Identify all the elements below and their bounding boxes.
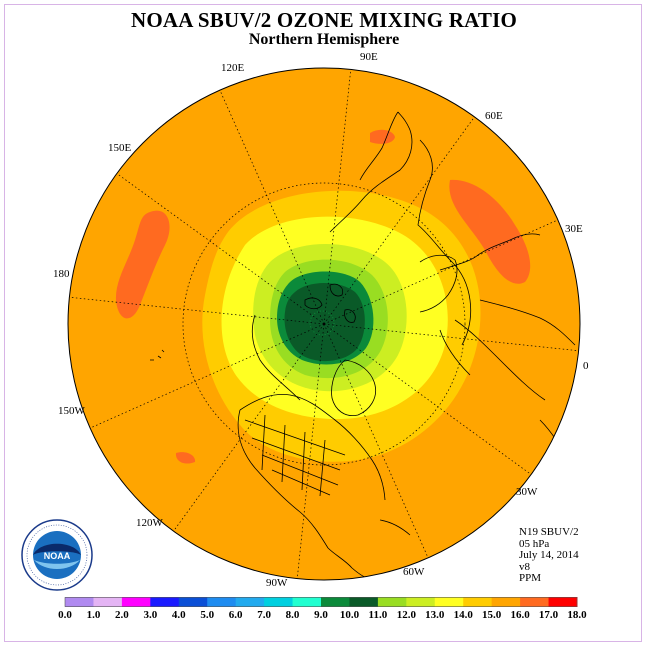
colorbar-segment: [121, 597, 151, 607]
colorbar-segment: [377, 597, 407, 607]
colorbar-tick-label: 8.0: [285, 609, 300, 621]
latitude-circle-45: [182, 182, 466, 466]
figure-frame: [4, 4, 642, 642]
colorbar-tick-label: 1.0: [86, 609, 101, 621]
colorbar-tick-label: 0.0: [58, 609, 72, 621]
colorbar-tick-label: 13.0: [425, 609, 445, 621]
colorbar: [64, 597, 578, 607]
meridian-line: [116, 173, 325, 325]
colorbar-segment: [406, 597, 436, 607]
colorbar-segment: [292, 597, 322, 607]
logo-wordmark: NOAA: [44, 551, 71, 561]
noaa-logo: NOAA: [21, 519, 93, 591]
meridian-line: [323, 219, 559, 325]
colorbar-tick-label: 18.0: [567, 609, 587, 621]
info-version: v8: [519, 560, 530, 573]
meridian-line: [69, 296, 325, 325]
colorbar-segment: [178, 597, 208, 607]
colorbar-tick-label: 2.0: [115, 609, 129, 621]
colorbar-segment: [349, 597, 379, 607]
lon-label-150w: 150W: [58, 405, 85, 417]
colorbar-tick-label: 10.0: [339, 609, 360, 621]
colorbar-tick-label: 16.0: [510, 609, 530, 621]
lon-label-30w: 30W: [516, 486, 538, 498]
lon-label-90w: 90W: [266, 577, 288, 589]
meridian-line: [173, 323, 325, 532]
lon-label-30e: 30E: [565, 223, 583, 235]
field-level-15-europe: [449, 179, 531, 284]
colorbar-frame: [64, 597, 578, 607]
colorbar-tick-label: 6.0: [228, 609, 243, 621]
meridian-line: [323, 323, 429, 559]
colorbar-segment: [321, 597, 350, 607]
meridian-line: [323, 116, 475, 325]
colorbar-segment: [434, 597, 464, 607]
meridian-line: [323, 323, 579, 352]
colorbar-segment: [491, 597, 521, 607]
map-subtitle: Northern Hemisphere: [248, 31, 400, 48]
colorbar-tick-label: 15.0: [482, 609, 502, 621]
lon-label-60e: 60E: [485, 110, 503, 122]
meridian-line: [323, 69, 352, 325]
meridian-line: [219, 89, 325, 325]
info-satellite: N19 SBUV/2: [519, 526, 579, 538]
graticule: [182, 182, 466, 466]
colorbar-tick-label: 12.0: [396, 609, 416, 621]
colorbar-segment: [65, 597, 94, 607]
lon-label-0: 0: [583, 360, 589, 372]
info-block: N19 SBUV/2 05 hPa July 14, 2014 v8 PPM: [519, 526, 579, 585]
colorbar-segment: [463, 597, 493, 607]
info-date: July 14, 2014: [519, 549, 579, 561]
colorbar-segment: [207, 597, 237, 607]
info-units: PPM: [519, 572, 542, 584]
field-level-15-pacific: [115, 210, 170, 319]
colorbar-tick-label: 14.0: [453, 609, 473, 621]
field-level-15-east-pacific: [175, 452, 196, 464]
colorbar-segment: [548, 597, 578, 607]
lon-label-120w: 120W: [136, 517, 163, 529]
field-level-15-asia: [370, 129, 395, 144]
colorbar-segment: [93, 597, 123, 607]
colorbar-tick-label: 4.0: [171, 609, 186, 621]
colorbar-tick-label: 9.0: [314, 609, 328, 621]
colorbar-tick-label: 7.0: [257, 609, 271, 621]
map-title: NOAA SBUV/2 OZONE MIXING RATIO: [131, 8, 517, 32]
info-pressure: 05 hPa: [519, 537, 550, 550]
meridians: [69, 69, 579, 579]
lon-label-180: 180: [53, 268, 70, 280]
meridian-line: [89, 323, 325, 429]
meridian-line: [323, 323, 532, 475]
meridian-line: [296, 323, 325, 579]
colorbar-segment: [264, 597, 294, 607]
coastlines: [150, 111, 576, 580]
lon-label-60w: 60W: [403, 566, 425, 578]
ozone-field: [68, 68, 580, 580]
colorbar-segment: [520, 597, 550, 607]
pole-marker: [309, 310, 335, 336]
colorbar-tick-label: 17.0: [538, 609, 559, 621]
lon-label-150e: 150E: [108, 142, 132, 154]
map-boundary: [67, 67, 581, 581]
colorbar-tick-label: 3.0: [143, 609, 158, 621]
lon-label-90e: 90E: [360, 51, 378, 63]
colorbar-segment: [150, 597, 180, 607]
colorbar-tick-label: 11.0: [368, 609, 388, 621]
colorbar-segment: [235, 597, 265, 607]
colorbar-tick-label: 5.0: [200, 609, 215, 621]
lon-label-120e: 120E: [221, 62, 245, 74]
